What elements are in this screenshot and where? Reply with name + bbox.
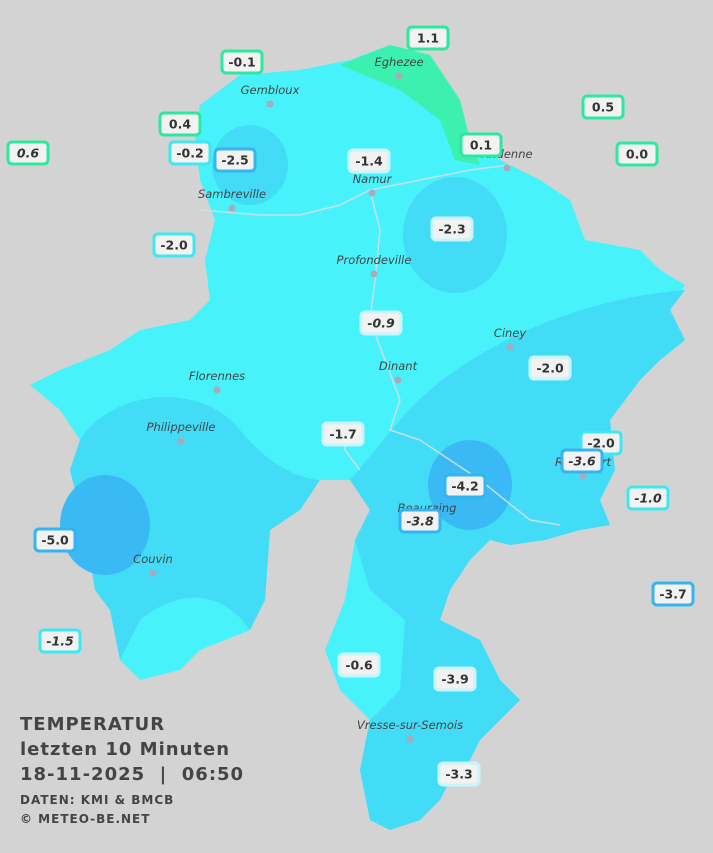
station-box [337, 652, 381, 678]
town-dot [266, 100, 274, 108]
town-dot [579, 472, 587, 480]
town-dot [506, 343, 514, 351]
timestamp: 18-11-2025 | 06:50 [20, 764, 244, 785]
warm-zone [340, 45, 480, 165]
town-name: Namur [353, 172, 393, 186]
station-value: -0.1 [228, 55, 255, 70]
town-name: Gembloux [241, 83, 300, 97]
town-name: Philippeville [147, 420, 216, 434]
town-dot [177, 437, 185, 445]
station-box [33, 527, 77, 553]
station-value: 0.5 [592, 100, 614, 115]
station-box [651, 581, 695, 607]
town-dot [503, 164, 511, 172]
station-box [398, 508, 442, 534]
station-value: -2.5 [221, 153, 248, 168]
station-value: 1.1 [417, 31, 439, 46]
station-box [528, 355, 572, 381]
station-value: -0.9 [367, 316, 395, 331]
cold-spot [60, 475, 150, 575]
station-box [220, 49, 264, 75]
cold-zone [70, 397, 320, 660]
station-box [406, 25, 450, 51]
station-value: -3.9 [441, 672, 468, 687]
station-box [359, 310, 403, 336]
station-box [437, 761, 481, 787]
station-box [347, 148, 391, 174]
station-box [615, 141, 659, 167]
title: TEMPERATUR [20, 714, 165, 735]
town-name: Vresse-sur-Semois [357, 718, 463, 732]
station-value: -1.5 [46, 634, 74, 649]
source: DATEN: KMI & BMCB [20, 793, 174, 807]
station-value: 0.1 [470, 138, 492, 153]
station-box [626, 485, 670, 511]
town-dot [370, 270, 378, 278]
station-box [158, 111, 202, 137]
town-dot [395, 72, 403, 80]
station-value: -0.2 [176, 146, 203, 161]
station-box [443, 473, 487, 499]
station-value: 0.4 [169, 117, 191, 132]
town-name: Dinant [379, 359, 418, 373]
station-value: 0.0 [626, 147, 648, 162]
station-value: -2.0 [587, 436, 615, 451]
town-dot [394, 376, 402, 384]
station-box [560, 448, 604, 474]
station-value: -4.2 [451, 479, 478, 494]
station-value: -3.8 [406, 514, 434, 529]
station-box [152, 232, 196, 258]
town-name: Couvin [133, 552, 173, 566]
station-value: -1.0 [634, 491, 662, 506]
station-box [430, 216, 474, 242]
station-box [321, 421, 365, 447]
subtitle: letzten 10 Minuten [20, 739, 230, 760]
station-value: -3.6 [568, 454, 596, 469]
station-value: -2.3 [438, 222, 465, 237]
station-value: -2.0 [536, 361, 564, 376]
station-value: -0.6 [345, 658, 373, 673]
town-dot [406, 735, 414, 743]
station-value: -3.3 [445, 767, 472, 782]
station-box [433, 666, 477, 692]
station-box [581, 94, 625, 120]
cold-zone [350, 290, 685, 830]
copyright: © METEO-BE.NET [20, 812, 150, 826]
station-value: -3.7 [659, 587, 686, 602]
town-name: Profondeville [337, 253, 412, 267]
station-box [168, 140, 212, 166]
town-dot [368, 189, 376, 197]
town-name: Eghezee [374, 55, 423, 69]
station-value: -5.0 [41, 533, 69, 548]
station-box [213, 147, 257, 173]
station-value: -1.4 [355, 154, 383, 169]
town-dot [228, 204, 236, 212]
town-dot [149, 569, 157, 577]
town-name: Florennes [189, 369, 245, 383]
station-value: -1.7 [329, 427, 356, 442]
station-box [6, 140, 50, 166]
station-value: -2.0 [160, 238, 188, 253]
station-box [459, 132, 503, 158]
station-value: 0.6 [17, 146, 39, 161]
town-name: Sambreville [198, 187, 266, 201]
town-name: Ciney [494, 326, 527, 340]
town-dot [213, 386, 221, 394]
station-box [38, 628, 82, 654]
